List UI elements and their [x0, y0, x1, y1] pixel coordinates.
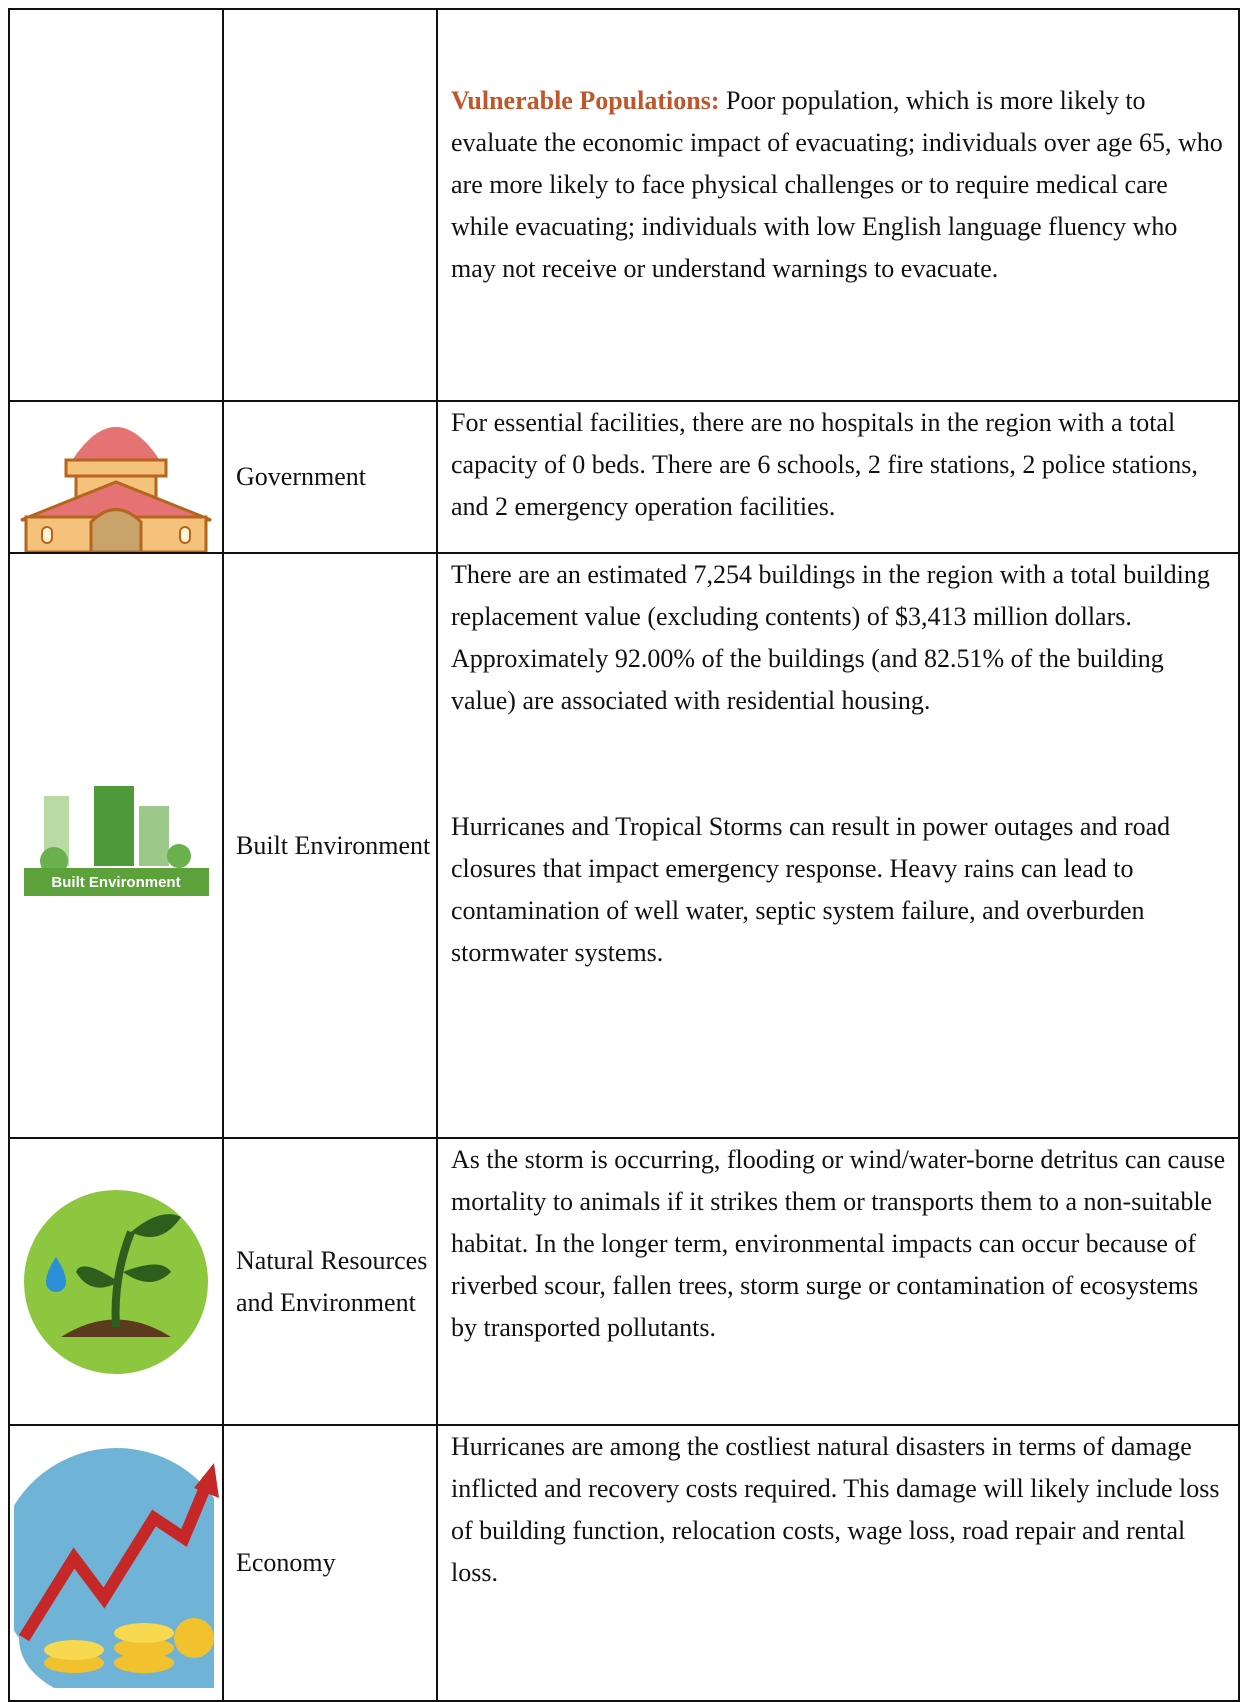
- icon-label: Built Environment: [51, 874, 180, 891]
- paragraph: Hurricanes are among the costliest natur…: [451, 1432, 1220, 1587]
- paragraph-text: Poor population, which is more likely to…: [451, 86, 1223, 283]
- icon-cell: Built Environment: [8, 552, 224, 1139]
- text-cell: There are an estimated 7,254 buildings i…: [436, 552, 1240, 1139]
- highlight-title: Vulnerable Populations:: [451, 86, 720, 115]
- icon-cell: [8, 1137, 224, 1426]
- category-label: Economy: [236, 1548, 336, 1577]
- category-label: Government: [236, 462, 366, 491]
- icon-cell: [8, 400, 224, 554]
- table-row: Built Environment Built Environment Ther…: [8, 552, 1240, 1139]
- nature-icon: [24, 1189, 208, 1374]
- text-cell: Vulnerable Populations: Poor population,…: [436, 8, 1240, 402]
- built-environment-icon: Built Environment: [23, 785, 209, 896]
- text-cell: As the storm is occurring, flooding or w…: [436, 1137, 1240, 1426]
- text-cell: Hurricanes are among the costliest natur…: [436, 1424, 1240, 1702]
- paragraph: Vulnerable Populations: Poor population,…: [451, 80, 1226, 290]
- paragraph: For essential facilities, there are no h…: [451, 408, 1198, 521]
- paragraph: As the storm is occurring, flooding or w…: [451, 1145, 1226, 1342]
- category-label: Natural Resources and Environment: [236, 1245, 428, 1317]
- category-cell: Built Environment: [222, 552, 438, 1139]
- table-row: Natural Resources and Environment As the…: [8, 1137, 1240, 1426]
- government-icon: [20, 427, 212, 552]
- category-cell: [222, 8, 438, 402]
- table-row: Economy Hurricanes are among the costlie…: [8, 1424, 1240, 1702]
- category-cell: Natural Resources and Environment: [222, 1137, 438, 1426]
- text-cell: For essential facilities, there are no h…: [436, 400, 1240, 554]
- category-label: Built Environment: [236, 830, 431, 860]
- icon-cell: [8, 1424, 224, 1702]
- impact-table: Vulnerable Populations: Poor population,…: [8, 8, 1240, 1702]
- economy-icon: [13, 1448, 219, 1688]
- paragraph: Hurricanes and Tropical Storms can resul…: [451, 812, 1171, 967]
- table-row: Vulnerable Populations: Poor population,…: [8, 8, 1240, 402]
- icon-cell: [8, 8, 224, 402]
- paragraph: There are an estimated 7,254 buildings i…: [451, 560, 1210, 715]
- category-cell: Economy: [222, 1424, 438, 1702]
- table-row: Government For essential facilities, the…: [8, 400, 1240, 554]
- category-cell: Government: [222, 400, 438, 554]
